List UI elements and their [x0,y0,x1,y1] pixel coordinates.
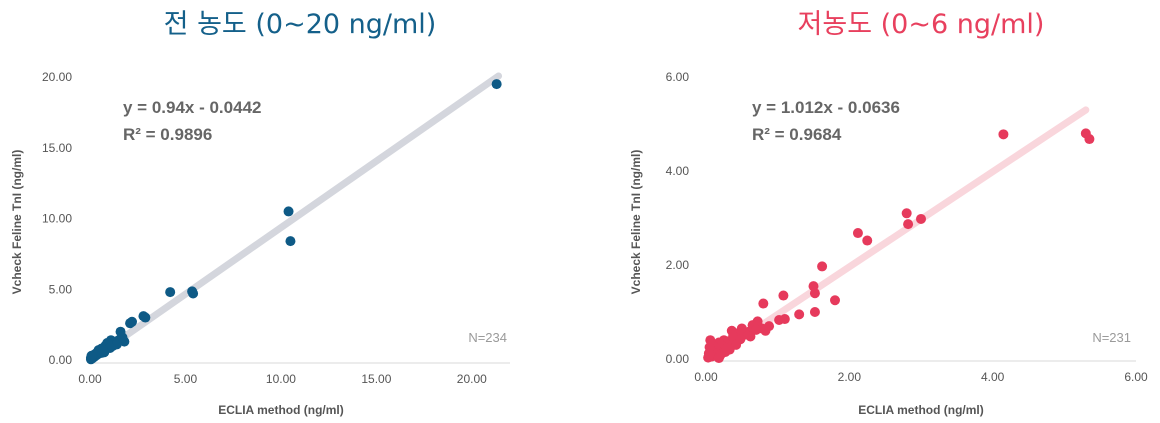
y-tick-label: 5.00 [49,282,73,296]
x-tick-label: 10.00 [266,372,296,386]
chart-title: 전 농도 (0~20 ng/ml) [164,9,437,40]
data-point [140,312,151,323]
chart-low-range: 저농도 (0~6 ng/ml) 0.00 2.00 4.00 6.00 0.00 2.0… [629,9,1148,417]
data-point [283,206,294,217]
data-points [85,79,502,365]
x-tick-labels: 0.00 5.00 10.00 15.00 20.00 [78,372,487,386]
x-tick-label: 0.00 [694,370,718,384]
data-point [117,332,128,343]
data-point [916,213,926,224]
data-point [903,219,914,230]
data-point [809,307,820,317]
y-tick-labels: 0.00 5.00 10.00 15.00 20.00 [42,70,72,367]
y-axis-label: Vcheck Feline TnI (ng/ml) [629,150,643,295]
y-tick-label: 10.00 [42,212,72,226]
data-point [187,286,198,297]
x-tick-label: 4.00 [981,370,1005,384]
data-point [901,208,912,219]
y-tick-label: 0.00 [49,353,73,367]
r-squared-label: R² = 0.9896 [123,125,212,144]
y-tick-label: 20.00 [42,70,72,84]
data-point [758,298,769,309]
data-point [491,79,502,90]
x-tick-label: 5.00 [174,372,198,386]
data-point [1084,134,1095,145]
data-point [720,346,731,357]
data-point [817,261,828,272]
trendline [90,72,503,362]
x-tick-label: 15.00 [361,372,391,386]
data-point [794,309,805,320]
chart-full-range: 전 농도 (0~20 ng/ml) 0.00 5.00 10.00 15.00 20.0… [10,9,510,417]
data-point [125,318,136,329]
sample-count: N=234 [468,330,507,345]
y-tick-label: 15.00 [42,141,72,155]
regression-equation: y = 0.94x - 0.0442 [123,98,261,117]
data-point [705,335,716,346]
data-point [726,325,737,336]
y-tick-labels: 0.00 2.00 4.00 6.00 [666,70,690,366]
data-point [285,236,296,247]
x-axis-label: ECLIA method (ng/ml) [858,403,984,417]
data-points [703,128,1095,364]
data-point [764,321,775,332]
y-axis-label: Vcheck Feline TnI (ng/ml) [10,150,24,295]
x-tick-label: 6.00 [1124,370,1148,384]
r-squared-label: R² = 0.9684 [752,125,842,144]
data-point [774,314,785,325]
data-point [735,334,746,345]
y-tick-label: 4.00 [666,164,690,178]
data-point [862,235,873,246]
x-tick-label: 20.00 [457,372,487,386]
data-point [165,287,176,298]
data-point [703,352,714,363]
data-point [751,324,762,335]
data-point [809,288,820,299]
data-point [852,228,863,239]
regression-equation: y = 1.012x - 0.0636 [752,98,900,117]
data-point [998,129,1009,140]
data-point [86,350,97,361]
data-point [745,331,756,342]
data-point [99,347,110,358]
data-point [713,353,724,364]
sample-count: N=231 [1092,330,1131,345]
trendline-line [90,72,503,362]
chart-title: 저농도 (0~6 ng/ml) [798,9,1045,40]
data-point [778,290,789,301]
data-point [830,295,840,306]
y-tick-label: 6.00 [666,70,690,84]
y-tick-label: 0.00 [666,352,690,366]
x-axis-label: ECLIA method (ng/ml) [218,403,344,417]
x-tick-labels: 0.00 2.00 4.00 6.00 [694,370,1148,384]
x-tick-label: 2.00 [838,370,862,384]
y-tick-label: 2.00 [666,258,690,272]
x-tick-label: 0.00 [78,372,102,386]
